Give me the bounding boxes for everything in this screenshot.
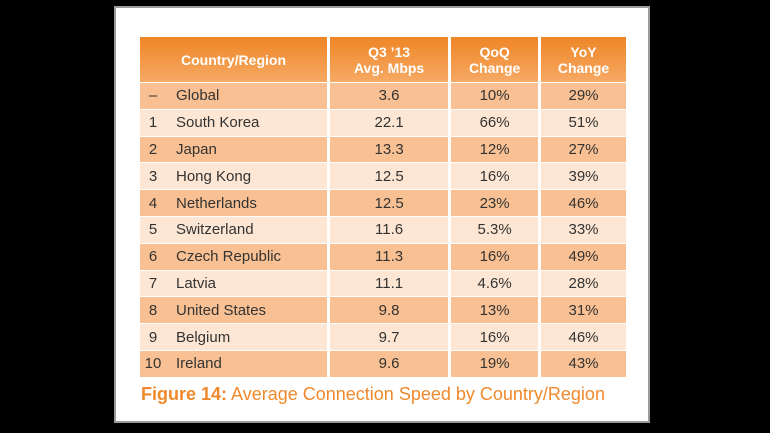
table-row: 10 Ireland 9.6 19% 43% bbox=[140, 349, 626, 377]
cell-country: Latvia bbox=[166, 269, 330, 297]
cell-yoy: 29% bbox=[541, 82, 626, 109]
header-avg-line2: Avg. Mbps bbox=[353, 59, 425, 76]
cell-qoq: 10% bbox=[451, 82, 542, 109]
cell-rank: 2 bbox=[140, 135, 166, 163]
cell-yoy: 27% bbox=[541, 135, 626, 163]
table-row: 5 Switzerland 11.6 5.3% 33% bbox=[140, 215, 626, 243]
table-row: 2 Japan 13.3 12% 27% bbox=[140, 135, 626, 163]
cell-qoq: 12% bbox=[451, 135, 542, 163]
cell-rank: 3 bbox=[140, 162, 166, 190]
header-yoy: YoY Change bbox=[541, 37, 626, 82]
header-yoy-line2: Change bbox=[557, 59, 610, 76]
header-qoq-line2: Change bbox=[468, 59, 521, 76]
cell-country: South Korea bbox=[166, 108, 330, 136]
cell-yoy: 46% bbox=[541, 323, 626, 350]
cell-rank: 7 bbox=[140, 269, 166, 297]
cell-avg: 11.1 bbox=[330, 269, 452, 297]
cell-avg: 11.6 bbox=[330, 215, 452, 243]
table-row: – Global 3.6 10% 29% bbox=[140, 82, 626, 109]
cell-qoq: 66% bbox=[451, 108, 542, 136]
cell-yoy: 46% bbox=[541, 189, 626, 216]
cell-country: Ireland bbox=[166, 349, 330, 377]
table-header-row: Country/Region Q3 ’13 Avg. Mbps QoQ Change… bbox=[140, 37, 626, 82]
cell-country: Czech Republic bbox=[166, 242, 330, 270]
cell-yoy: 39% bbox=[541, 162, 626, 190]
cell-rank: – bbox=[140, 82, 166, 109]
cell-avg: 9.6 bbox=[330, 349, 452, 377]
cell-avg: 9.7 bbox=[330, 323, 452, 350]
cell-qoq: 23% bbox=[451, 189, 542, 216]
table-row: 4 Netherlands 12.5 23% 46% bbox=[140, 189, 626, 216]
cell-yoy: 28% bbox=[541, 269, 626, 297]
table-row: 3 Hong Kong 12.5 16% 39% bbox=[140, 162, 626, 190]
cell-yoy: 51% bbox=[541, 108, 626, 136]
header-avg-line1: Q3 ’13 bbox=[368, 43, 411, 60]
cell-avg: 9.8 bbox=[330, 296, 452, 324]
cell-avg: 12.5 bbox=[330, 162, 452, 190]
cell-country: Switzerland bbox=[166, 215, 330, 243]
header-yoy-line1: YoY bbox=[570, 43, 597, 60]
figure-caption: Figure 14: Average Connection Speed by C… bbox=[141, 384, 605, 405]
cell-yoy: 31% bbox=[541, 296, 626, 324]
cell-avg: 3.6 bbox=[330, 82, 452, 109]
table-row: 6 Czech Republic 11.3 16% 49% bbox=[140, 242, 626, 270]
header-avg-mbps: Q3 ’13 Avg. Mbps bbox=[330, 37, 452, 82]
cell-avg: 12.5 bbox=[330, 189, 452, 216]
cell-rank: 4 bbox=[140, 189, 166, 216]
cell-country: Belgium bbox=[166, 323, 330, 350]
connection-speed-table: Country/Region Q3 ’13 Avg. Mbps QoQ Change… bbox=[140, 37, 626, 377]
table-row: 9 Belgium 9.7 16% 46% bbox=[140, 323, 626, 350]
cell-rank: 5 bbox=[140, 215, 166, 243]
cell-country: Hong Kong bbox=[166, 162, 330, 190]
cell-qoq: 16% bbox=[451, 323, 542, 350]
cell-qoq: 16% bbox=[451, 162, 542, 190]
cell-qoq: 13% bbox=[451, 296, 542, 324]
table-row: 7 Latvia 11.1 4.6% 28% bbox=[140, 269, 626, 297]
cell-country: United States bbox=[166, 296, 330, 324]
cell-rank: 6 bbox=[140, 242, 166, 270]
caption-label: Figure 14: bbox=[141, 384, 228, 404]
cell-rank: 1 bbox=[140, 108, 166, 136]
cell-rank: 10 bbox=[140, 349, 166, 377]
cell-qoq: 16% bbox=[451, 242, 542, 270]
cell-yoy: 49% bbox=[541, 242, 626, 270]
cell-qoq: 5.3% bbox=[451, 215, 542, 243]
cell-avg: 11.3 bbox=[330, 242, 452, 270]
cell-country: Netherlands bbox=[166, 189, 330, 216]
cell-qoq: 4.6% bbox=[451, 269, 542, 297]
cell-yoy: 33% bbox=[541, 215, 626, 243]
header-qoq-line1: QoQ bbox=[479, 43, 510, 60]
cell-rank: 8 bbox=[140, 296, 166, 324]
cell-avg: 13.3 bbox=[330, 135, 452, 163]
cell-country: Japan bbox=[166, 135, 330, 163]
caption-text: Average Connection Speed by Country/Regi… bbox=[227, 384, 605, 404]
table-row: 1 South Korea 22.1 66% 51% bbox=[140, 108, 626, 136]
cell-yoy: 43% bbox=[541, 349, 626, 377]
table-row: 8 United States 9.8 13% 31% bbox=[140, 296, 626, 324]
cell-country: Global bbox=[166, 82, 330, 109]
header-country: Country/Region bbox=[140, 37, 330, 82]
cell-avg: 22.1 bbox=[330, 108, 452, 136]
cell-qoq: 19% bbox=[451, 349, 542, 377]
header-qoq: QoQ Change bbox=[451, 37, 542, 82]
cell-rank: 9 bbox=[140, 323, 166, 350]
